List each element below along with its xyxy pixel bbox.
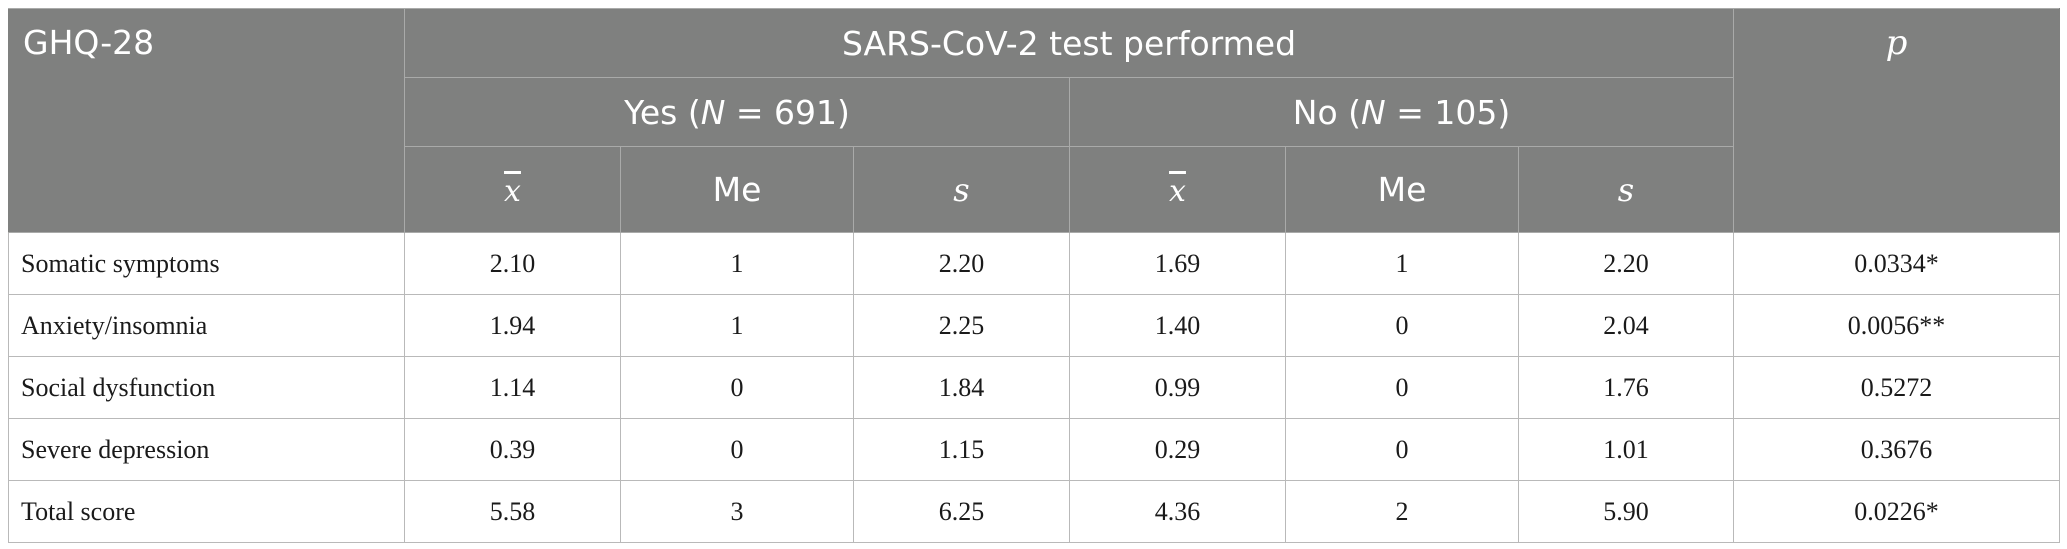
yes-sd-cell: 2.25 bbox=[853, 294, 1070, 357]
yes-n-value: = 691) bbox=[725, 92, 850, 132]
no-median-cell: 2 bbox=[1285, 480, 1519, 543]
yes-median-cell: 0 bbox=[620, 356, 854, 419]
yes-n-symbol: N bbox=[700, 92, 726, 132]
row-label: Social dysfunction bbox=[8, 356, 405, 419]
table-row: Severe depression 0.39 0 1.15 0.29 0 1.0… bbox=[8, 418, 2060, 481]
yes-group-header: Yes (N = 691) bbox=[404, 77, 1070, 147]
yes-mean-cell: 2.10 bbox=[404, 232, 621, 295]
corner-header: GHQ-28 bbox=[8, 8, 405, 233]
no-mean-cell: 1.69 bbox=[1069, 232, 1286, 295]
yes-sd-cell: 1.15 bbox=[853, 418, 1070, 481]
table-row: Somatic symptoms 2.10 1 2.20 1.69 1 2.20… bbox=[8, 232, 2060, 295]
no-mean-cell: 0.29 bbox=[1069, 418, 1286, 481]
no-sd-cell: 2.04 bbox=[1518, 294, 1734, 357]
no-n-symbol: N bbox=[1361, 92, 1386, 132]
group-header: SARS-CoV-2 test performed bbox=[404, 8, 1734, 78]
no-mean-cell: 0.99 bbox=[1069, 356, 1286, 419]
no-median-header: Me bbox=[1285, 146, 1519, 233]
yes-prefix: Yes ( bbox=[624, 92, 701, 132]
mean-symbol: x bbox=[1169, 174, 1186, 209]
yes-median-cell: 1 bbox=[620, 294, 854, 357]
yes-median-cell: 0 bbox=[620, 418, 854, 481]
p-value-cell: 0.0226* bbox=[1733, 480, 2060, 543]
no-mean-cell: 1.40 bbox=[1069, 294, 1286, 357]
table-row: Total score 5.58 3 6.25 4.36 2 5.90 0.02… bbox=[8, 480, 2060, 543]
no-sd-cell: 2.20 bbox=[1518, 232, 1734, 295]
no-mean-cell: 4.36 bbox=[1069, 480, 1286, 543]
yes-mean-header: x bbox=[404, 146, 621, 233]
table-row: Anxiety/insomnia 1.94 1 2.25 1.40 0 2.04… bbox=[8, 294, 2060, 357]
table-body: Somatic symptoms 2.10 1 2.20 1.69 1 2.20… bbox=[8, 232, 2060, 543]
no-sd-cell: 5.90 bbox=[1518, 480, 1734, 543]
ghq28-results-table: GHQ-28 SARS-CoV-2 test performed p Yes (… bbox=[8, 8, 2060, 543]
yes-mean-cell: 0.39 bbox=[404, 418, 621, 481]
p-value-cell: 0.0334* bbox=[1733, 232, 2060, 295]
row-label: Somatic symptoms bbox=[8, 232, 405, 295]
no-prefix: No ( bbox=[1292, 92, 1362, 132]
p-value-cell: 0.5272 bbox=[1733, 356, 2060, 419]
p-value-cell: 0.3676 bbox=[1733, 418, 2060, 481]
table-row: Social dysfunction 1.14 0 1.84 0.99 0 1.… bbox=[8, 356, 2060, 419]
p-value-header: p bbox=[1733, 8, 2060, 233]
table-header: GHQ-28 SARS-CoV-2 test performed p Yes (… bbox=[8, 8, 2060, 233]
ghq28-results-table-container: GHQ-28 SARS-CoV-2 test performed p Yes (… bbox=[8, 8, 2060, 543]
no-median-cell: 0 bbox=[1285, 418, 1519, 481]
yes-sd-header: s bbox=[853, 146, 1070, 233]
no-median-cell: 0 bbox=[1285, 356, 1519, 419]
no-mean-header: x bbox=[1069, 146, 1286, 233]
yes-sd-cell: 2.20 bbox=[853, 232, 1070, 295]
yes-mean-cell: 1.14 bbox=[404, 356, 621, 419]
no-group-header: No (N = 105) bbox=[1069, 77, 1734, 147]
mean-symbol: x bbox=[504, 174, 521, 209]
row-label: Anxiety/insomnia bbox=[8, 294, 405, 357]
p-value-cell: 0.0056** bbox=[1733, 294, 2060, 357]
row-label: Severe depression bbox=[8, 418, 405, 481]
row-label: Total score bbox=[8, 480, 405, 543]
yes-sd-cell: 6.25 bbox=[853, 480, 1070, 543]
yes-mean-cell: 5.58 bbox=[404, 480, 621, 543]
yes-sd-cell: 1.84 bbox=[853, 356, 1070, 419]
no-median-cell: 1 bbox=[1285, 232, 1519, 295]
no-n-value: = 105) bbox=[1385, 92, 1511, 132]
no-sd-header: s bbox=[1518, 146, 1734, 233]
no-sd-cell: 1.01 bbox=[1518, 418, 1734, 481]
yes-mean-cell: 1.94 bbox=[404, 294, 621, 357]
yes-median-header: Me bbox=[620, 146, 854, 233]
yes-median-cell: 3 bbox=[620, 480, 854, 543]
no-median-cell: 0 bbox=[1285, 294, 1519, 357]
yes-median-cell: 1 bbox=[620, 232, 854, 295]
no-sd-cell: 1.76 bbox=[1518, 356, 1734, 419]
